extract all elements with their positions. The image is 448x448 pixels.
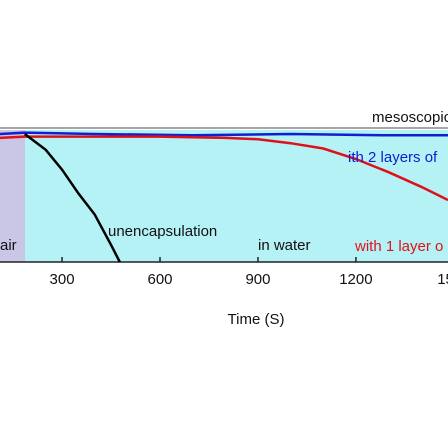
water-region xyxy=(25,130,448,262)
annotation: unencapsulation xyxy=(108,223,217,240)
annotation: air xyxy=(0,237,17,254)
line-series xyxy=(0,131,448,137)
x-tick-label: 900 xyxy=(245,271,270,288)
air-region xyxy=(0,130,25,262)
line-series xyxy=(24,133,121,263)
annotation: mesoscopic xyxy=(372,109,448,126)
annotation: ith 2 layers of xyxy=(348,149,438,166)
line-series xyxy=(0,135,448,202)
annotation: with 1 layer o xyxy=(354,238,443,255)
annotation: in water xyxy=(258,237,311,254)
x-tick-label: 1200 xyxy=(339,271,372,288)
x-tick-label: 1500 xyxy=(437,271,448,288)
x-tick-label: 300 xyxy=(50,271,75,288)
x-tick-label: 600 xyxy=(147,271,172,288)
x-axis-label: Time (S) xyxy=(228,311,285,328)
